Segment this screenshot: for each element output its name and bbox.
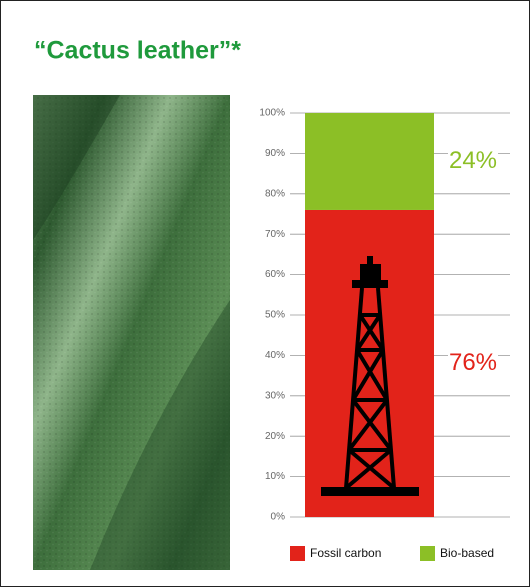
y-tick-label: 80% xyxy=(265,188,285,199)
y-tick-label: 40% xyxy=(265,350,285,361)
y-tick-label: 50% xyxy=(265,310,285,321)
bar-segment xyxy=(305,113,434,210)
value-label-bg xyxy=(448,349,498,378)
y-tick-label: 90% xyxy=(265,148,285,159)
y-tick-label: 20% xyxy=(265,431,285,442)
legend-label: Bio-based xyxy=(440,546,494,560)
legend-swatch xyxy=(420,546,435,561)
y-tick-label: 100% xyxy=(259,108,285,119)
legend-swatch xyxy=(290,546,305,561)
legend-label: Fossil carbon xyxy=(310,546,381,560)
title: “Cactus leather”* xyxy=(34,37,241,65)
leather-photo xyxy=(33,95,230,570)
y-tick-label: 10% xyxy=(265,471,285,482)
y-tick-label: 60% xyxy=(265,269,285,280)
oil-rig-icon xyxy=(321,256,419,496)
y-tick-label: 30% xyxy=(265,390,285,401)
value-label-bg xyxy=(448,147,498,176)
value-label: 24% xyxy=(449,147,497,174)
y-tick-label: 70% xyxy=(265,229,285,240)
y-tick-label: 0% xyxy=(271,512,286,523)
value-label: 76% xyxy=(449,349,497,376)
